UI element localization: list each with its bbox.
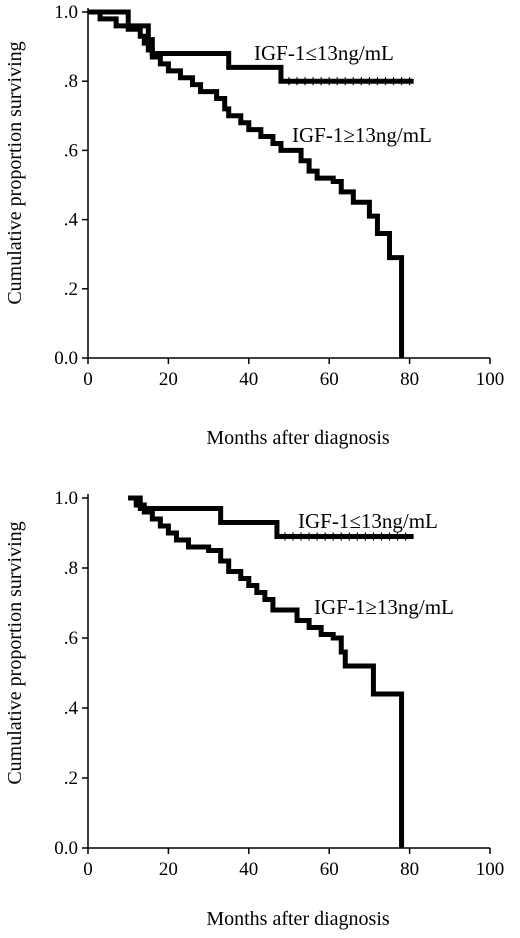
x-tick-label: 100 (476, 859, 505, 880)
survival-chart-top: Cumulative proportion surviving Months a… (4, 2, 504, 449)
x-tick-label: 40 (239, 859, 258, 880)
survival-chart-bottom: Cumulative proportion surviving Months a… (4, 488, 504, 930)
y-tick-label: .4 (64, 698, 79, 719)
x-tick-label: 20 (159, 859, 178, 880)
y-tick-label: .6 (64, 140, 78, 161)
x-tick-label: 60 (320, 859, 339, 880)
x-tick-label: 60 (320, 369, 339, 390)
survival-curve-low-igf1 (128, 495, 414, 539)
legend-label: IGF-1≤13ng/mL (254, 41, 394, 65)
y-axis-title: Cumulative proportion surviving (4, 41, 26, 304)
y-tick-label: 1.0 (54, 488, 78, 509)
x-tick-label: 0 (83, 859, 93, 880)
y-tick-label: .2 (64, 279, 78, 300)
plot-area: 0 20 40 60 80 100 0.0 .2 .4 .6 .8 1.0 IGF-1≤13ng/mL I… (54, 488, 504, 880)
legend-label: IGF-1≥13ng/mL (292, 123, 432, 147)
x-tick-label: 40 (239, 369, 258, 390)
legend-label: IGF-1≥13ng/mL (314, 595, 454, 619)
x-tick-label: 0 (83, 369, 93, 390)
y-tick-label: .6 (64, 628, 78, 649)
x-tick-label: 20 (159, 369, 178, 390)
plot-area: 0 20 40 60 80 100 0.0 .2 .4 .6 .8 1.0 IGF-1≤13ng/mL I… (54, 2, 504, 390)
y-axis-title: Cumulative proportion surviving (4, 521, 26, 784)
y-tick-label: 1.0 (54, 2, 78, 23)
legend-label: IGF-1≤13ng/mL (298, 509, 438, 533)
x-tick-label: 80 (400, 859, 419, 880)
y-tick-label: 0.0 (54, 348, 78, 369)
x-tick-label: 80 (400, 369, 419, 390)
y-tick-label: .8 (64, 71, 78, 92)
x-tick-label: 100 (476, 369, 505, 390)
survival-curve-high-igf1 (88, 9, 405, 358)
y-tick-label: 0.0 (54, 838, 78, 859)
y-tick-label: .4 (64, 210, 79, 231)
survival-curve-high-igf1 (128, 495, 405, 848)
y-tick-label: .2 (64, 768, 78, 789)
x-axis-title: Months after diagnosis (206, 427, 390, 449)
x-axis-title: Months after diagnosis (206, 908, 390, 930)
y-tick-label: .8 (64, 558, 78, 579)
